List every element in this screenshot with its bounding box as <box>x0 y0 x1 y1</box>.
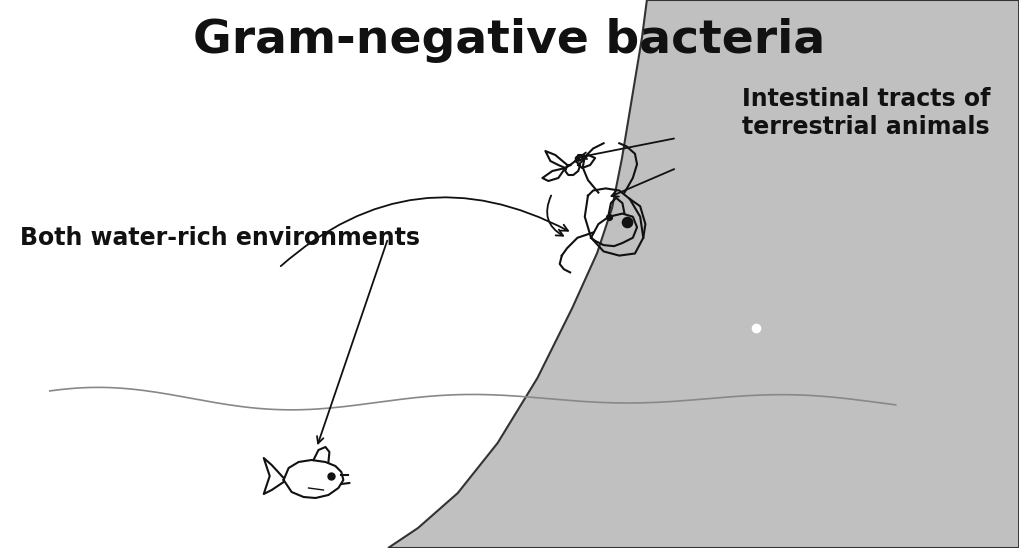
FancyArrowPatch shape <box>281 197 568 266</box>
Text: Gram-negative bacteria: Gram-negative bacteria <box>194 18 825 63</box>
Polygon shape <box>388 0 1019 548</box>
Text: Both water-rich environments: Both water-rich environments <box>19 226 420 250</box>
FancyArrowPatch shape <box>547 196 563 236</box>
Text: Intestinal tracts of
terrestrial animals: Intestinal tracts of terrestrial animals <box>741 87 990 139</box>
